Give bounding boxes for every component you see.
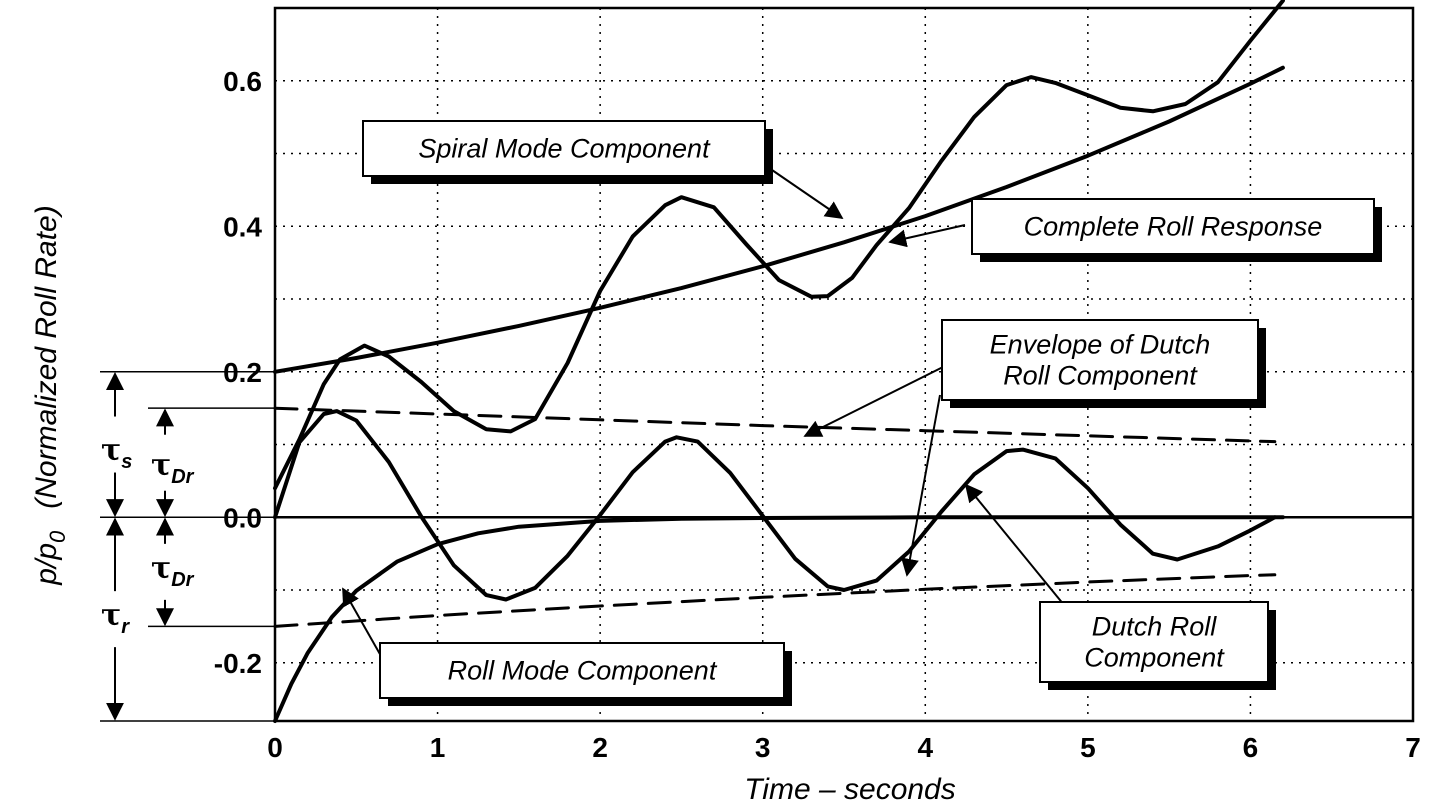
time-constant-r: τr — [101, 517, 130, 721]
tick-layer: 0 1 2 3 4 5 6 7 -0.2 0.0 0.2 0.4 0.6 — [214, 66, 1421, 763]
callout-box — [941, 319, 1259, 401]
series-envelope-of-dutch-roll-component — [273, 406, 1277, 444]
time-constant-s: τs — [101, 371, 132, 518]
y-axis-title-note: (Normalized Roll Rate) — [30, 205, 63, 508]
series-spiral-mode-component — [273, 65, 1285, 374]
x-tick-label: 3 — [755, 732, 771, 763]
y-tick-label: 0.0 — [223, 502, 262, 533]
y-tick-label: 0.2 — [223, 357, 262, 388]
y-tick-label: 0.4 — [223, 211, 262, 242]
x-tick-label: 2 — [592, 732, 608, 763]
callout-box — [379, 642, 785, 699]
x-tick-label: 0 — [267, 732, 283, 763]
callout-arrow — [771, 169, 844, 220]
time-constant-label: τr — [101, 598, 130, 638]
time-constant-guides — [100, 371, 281, 722]
time-constant-label: τDr — [151, 551, 195, 591]
y-axis-title-main: p/p — [30, 543, 63, 586]
series-dutch-roll-component — [273, 409, 1277, 602]
callout-label: Complete Roll Response — [1024, 212, 1323, 242]
callout-arrow — [964, 483, 1074, 617]
series-roll-mode-component — [273, 515, 1285, 723]
y-axis-title-sub: 0 — [45, 530, 70, 543]
time-constant-dr: τDr — [151, 517, 195, 627]
y-tick-label: -0.2 — [214, 648, 262, 679]
x-tick-label: 6 — [1243, 732, 1259, 763]
time-constant-dr: τDr — [151, 408, 195, 518]
callout-box — [362, 120, 766, 177]
callout-layer: Spiral Mode Component Complete Roll Respo… — [342, 120, 1382, 706]
callout-label: Spiral Mode Component — [418, 134, 711, 164]
y-axis-title: p/p0 (Normalized Roll Rate) — [30, 205, 70, 585]
callout-arrow — [888, 224, 966, 248]
series-lower-envelope — [273, 573, 1277, 628]
callout-label: Envelope of Dutch — [990, 330, 1211, 360]
svg-text:p/p0(Normalized Roll Rate): p/p0 (Normalized Roll Rate) — [30, 205, 70, 585]
y-tick-label: 0.6 — [223, 66, 262, 97]
plot-frame — [273, 6, 1415, 723]
callout-arrow — [803, 355, 966, 437]
callout-arrow-secondary — [901, 394, 941, 577]
series-layer — [273, 0, 1413, 723]
callout-box — [971, 198, 1375, 255]
series-complete-roll-response — [273, 0, 1285, 491]
x-tick-label: 4 — [917, 732, 933, 763]
callout-label: Component — [1084, 643, 1225, 673]
x-tick-label: 1 — [430, 732, 446, 763]
callout-label: Dutch Roll — [1092, 612, 1218, 642]
x-axis-title: Time – seconds — [744, 773, 956, 806]
callout-box — [1039, 601, 1269, 683]
time-constant-label: τDr — [151, 448, 195, 488]
callout-arrow — [342, 587, 386, 664]
callout-label: Roll Component — [1003, 361, 1198, 391]
time-constant-label: τs — [101, 433, 132, 473]
callout-complete-roll-response: Complete Roll Response — [888, 198, 1382, 262]
x-tick-label: 7 — [1405, 732, 1421, 763]
callout-spiral-mode-component: Spiral Mode Component — [362, 120, 844, 220]
callout-roll-mode-component: Roll Mode Component — [342, 587, 792, 706]
callout-label: Roll Mode Component — [448, 656, 718, 686]
x-tick-label: 5 — [1080, 732, 1096, 763]
